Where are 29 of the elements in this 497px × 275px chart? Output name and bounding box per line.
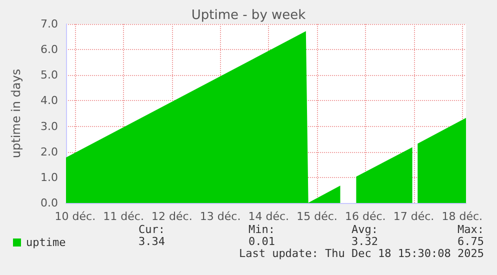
x-tick-label: 12 déc. xyxy=(152,210,192,223)
text: Cur: xyxy=(138,223,165,236)
x-tick-label: 16 déc. xyxy=(344,210,386,223)
text: 3.34 xyxy=(138,235,166,248)
y-tick-label: 2.0 xyxy=(40,145,58,158)
chart-title: Uptime - by week xyxy=(191,8,306,23)
y-tick-label: 6.0 xyxy=(40,43,58,56)
y-tick-label: 5.0 xyxy=(40,68,58,82)
x-tick-label: 17 déc. xyxy=(393,210,434,223)
x-tick-label: 15 déc. xyxy=(296,210,338,223)
text: Last update: Thu Dec 18 15:30:08 2025 xyxy=(238,247,484,260)
legend-label: uptime xyxy=(26,236,66,249)
text: 6.75 xyxy=(458,235,484,248)
x-tick-label: 14 déc. xyxy=(248,210,290,223)
y-tick-label: 7.0 xyxy=(40,18,58,30)
y-tick-label: 0.0 xyxy=(40,196,58,210)
text: Avg: xyxy=(352,223,378,236)
y-axis-title: uptime in days xyxy=(9,68,23,158)
x-tick-label: 10 déc. xyxy=(54,210,96,223)
x-tick-label: 13 déc. xyxy=(200,210,241,223)
y-tick-label: 1.0 xyxy=(40,170,58,184)
text: 3.32 xyxy=(352,235,378,248)
y-tick-label: 3.0 xyxy=(40,120,58,133)
x-tick-label: 11 déc. xyxy=(103,210,144,223)
x-tick-label: 18 déc. xyxy=(442,210,483,223)
text: 0.01 xyxy=(248,235,275,248)
text: Max: xyxy=(458,223,484,236)
y-tick-label: 4.0 xyxy=(40,94,58,108)
text: Min: xyxy=(248,223,275,236)
